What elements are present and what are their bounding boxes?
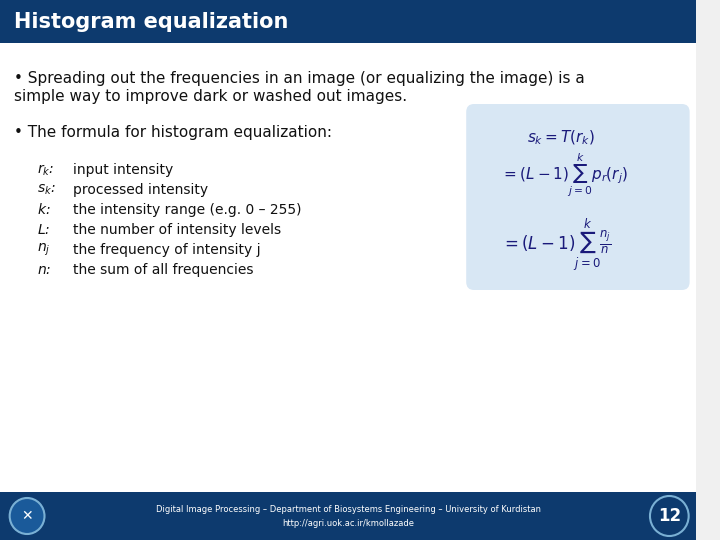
Text: $n$:: $n$: — [37, 263, 51, 277]
Text: simple way to improve dark or washed out images.: simple way to improve dark or washed out… — [14, 89, 407, 104]
Text: $= (L-1)\sum_{j=0}^{k} \frac{n_j}{n}$: $= (L-1)\sum_{j=0}^{k} \frac{n_j}{n}$ — [501, 217, 611, 273]
Text: • The formula for histogram equalization:: • The formula for histogram equalization… — [14, 125, 331, 139]
Text: Histogram equalization: Histogram equalization — [14, 12, 288, 32]
Text: ✕: ✕ — [22, 509, 33, 523]
Text: the intensity range (e.g. 0 – 255): the intensity range (e.g. 0 – 255) — [73, 203, 301, 217]
Text: $s_k = T(r_k)$: $s_k = T(r_k)$ — [527, 129, 595, 147]
Text: Digital Image Processing – Department of Biosystems Engineering – University of : Digital Image Processing – Department of… — [156, 505, 541, 515]
FancyBboxPatch shape — [467, 104, 690, 290]
FancyBboxPatch shape — [0, 0, 696, 43]
Text: $L$:: $L$: — [37, 223, 50, 237]
Text: processed intensity: processed intensity — [73, 183, 207, 197]
Text: input intensity: input intensity — [73, 163, 173, 177]
Text: • Spreading out the frequencies in an image (or equalizing the image) is a: • Spreading out the frequencies in an im… — [14, 71, 585, 85]
FancyBboxPatch shape — [0, 492, 696, 540]
Circle shape — [9, 498, 45, 534]
Text: $s_k$:: $s_k$: — [37, 183, 55, 197]
Text: the number of intensity levels: the number of intensity levels — [73, 223, 281, 237]
Text: $n_j$: $n_j$ — [37, 242, 50, 258]
FancyBboxPatch shape — [0, 43, 696, 492]
Text: $r_k$:: $r_k$: — [37, 163, 54, 178]
Text: the frequency of intensity j: the frequency of intensity j — [73, 243, 260, 257]
Text: $k$:: $k$: — [37, 202, 50, 218]
Circle shape — [650, 496, 688, 536]
Text: http://agri.uok.ac.ir/kmollazade: http://agri.uok.ac.ir/kmollazade — [282, 519, 414, 529]
Text: 12: 12 — [658, 507, 681, 525]
Text: $= (L-1)\sum_{j=0}^{k} p_r(r_j)$: $= (L-1)\sum_{j=0}^{k} p_r(r_j)$ — [501, 151, 628, 199]
Text: the sum of all frequencies: the sum of all frequencies — [73, 263, 253, 277]
